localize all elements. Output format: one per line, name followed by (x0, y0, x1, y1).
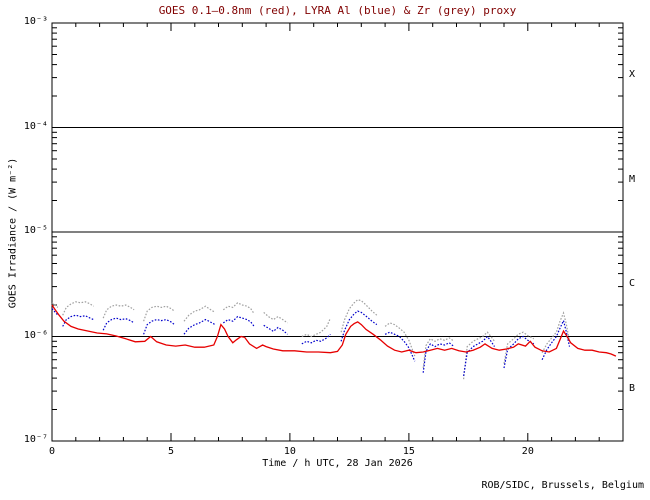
lyra-zr-series-line (62, 301, 94, 316)
plot-frame (51, 22, 624, 442)
flare-class-label: C (629, 278, 636, 290)
x-tick-label: 10 (283, 446, 296, 457)
lyra-al-series-line (340, 310, 378, 342)
lyra-al-series-line (222, 315, 255, 327)
y-tick-label: 10⁻³ (23, 16, 48, 27)
lyra-al-series-line (263, 324, 288, 335)
y-tick-label: 10⁻⁶ (23, 329, 48, 341)
x-tick-label: 20 (521, 446, 534, 457)
lyra-zr-series-line (301, 317, 331, 338)
lyra-zr-series-line (503, 331, 535, 364)
lyra-al-series-line (102, 317, 135, 331)
lyra-zr-series-line (143, 305, 175, 322)
chart-title: GOES 0.1–0.8nm (red), LYRA Al (blue) & Z… (158, 4, 517, 17)
x-tick-label: 0 (48, 446, 56, 457)
y-tick-label: 10⁻⁴ (23, 120, 48, 132)
lyra-al-series-line (422, 342, 455, 373)
lyra-zr-series-line (340, 299, 378, 333)
y-tick-label: 10⁻⁷ (23, 434, 48, 445)
x-tick-label: 5 (167, 446, 174, 457)
lyra-zr-series-line (463, 331, 495, 380)
credit-text: ROB/SIDC, Brussels, Belgium (481, 480, 644, 491)
flare-class-label: B (629, 382, 636, 394)
lyra-zr-series-line (102, 304, 135, 319)
lyra-zr-series-line (384, 322, 416, 357)
x-tick-label: 15 (402, 446, 415, 457)
lyra-zr-series-line (541, 311, 571, 353)
lyra-zr-series-line (263, 311, 288, 324)
goes-series-line (51, 304, 617, 357)
lyra-al-series-line (183, 318, 216, 335)
lyra-zr-series-line (51, 302, 59, 308)
lyra-al-series-line (503, 335, 535, 369)
lyra-al-series-line (51, 308, 59, 316)
lyra-zr-series-line (222, 302, 255, 315)
lyra-al-series-line (62, 314, 94, 327)
x-axis-label: Time / h UTC, 28 Jan 2026 (262, 458, 413, 469)
flare-class-label: M (629, 173, 636, 185)
flare-class-label: X (629, 69, 636, 81)
lyra-al-series-line (143, 318, 175, 335)
lyra-al-series-line (301, 333, 331, 345)
lyra-zr-series-line (422, 337, 455, 369)
lyra-zr-series-line (183, 305, 216, 322)
lyra-al-series-line (541, 318, 571, 360)
lyra-al-series-line (463, 335, 496, 376)
y-tick-label: 10⁻⁵ (23, 225, 48, 236)
